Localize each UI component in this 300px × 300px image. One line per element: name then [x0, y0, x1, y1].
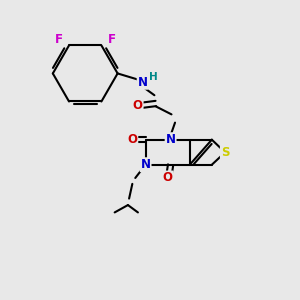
Text: O: O — [163, 172, 173, 184]
Text: O: O — [133, 99, 142, 112]
Text: N: N — [141, 158, 151, 171]
Text: F: F — [55, 33, 63, 46]
Text: H: H — [149, 72, 158, 82]
Text: N: N — [166, 133, 176, 146]
Text: O: O — [127, 133, 137, 146]
Text: N: N — [138, 76, 148, 89]
Text: F: F — [108, 33, 116, 46]
Text: S: S — [221, 146, 229, 159]
